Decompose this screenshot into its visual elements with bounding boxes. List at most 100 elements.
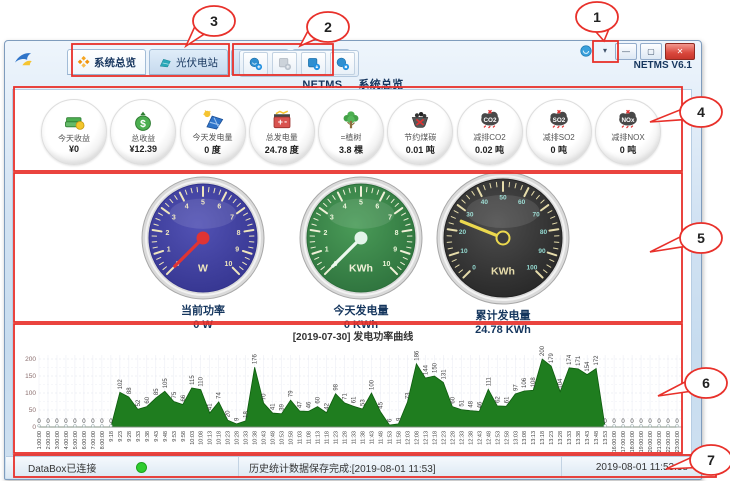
svg-text:0: 0 <box>100 419 104 425</box>
power-curve-chart: [2019-07-30] 发电功率曲线 0 50 100 150 200 0 1:00:00… <box>15 328 691 454</box>
close-button[interactable]: ✕ <box>665 43 695 60</box>
svg-text:11:43: 11:43 <box>369 431 375 444</box>
stat-coal-saved: 节约煤碳 0.01 吨 <box>387 99 454 165</box>
svg-text:0: 0 <box>82 419 86 425</box>
nox-cloud-icon: NOx <box>617 109 639 131</box>
svg-text:11:33: 11:33 <box>352 431 358 444</box>
svg-text:171: 171 <box>576 355 582 366</box>
svg-text:172: 172 <box>594 355 600 366</box>
stat-label: 减排CO2 <box>473 132 506 142</box>
stat-label: 总收益 <box>131 134 156 143</box>
svg-text:2:00:00: 2:00:00 <box>46 431 52 449</box>
status-clock: 2019-08-01 11:53:38 <box>595 462 688 473</box>
svg-text:13:13: 13:13 <box>531 431 537 445</box>
solar-panel-icon <box>202 109 224 131</box>
svg-text:9:48: 9:48 <box>163 431 169 442</box>
stat-value: 3.8 棵 <box>338 144 363 155</box>
svg-text:42: 42 <box>325 402 331 409</box>
stat-total-income: $ 总收益 ¥12.39 <box>110 99 177 165</box>
toolbar-disconnect-button[interactable] <box>330 52 355 75</box>
maximize-button[interactable]: ▢ <box>640 43 662 60</box>
svg-text:97: 97 <box>513 384 519 391</box>
svg-text:100: 100 <box>527 264 538 271</box>
current-power-gauge-dial: 012345678910W <box>141 176 265 300</box>
stat-value: 0 度 <box>204 144 221 155</box>
svg-text:0: 0 <box>37 419 41 425</box>
svg-text:9:28: 9:28 <box>127 431 133 442</box>
svg-text:10:03: 10:03 <box>190 431 196 445</box>
svg-text:0: 0 <box>91 419 95 425</box>
svg-text:0: 0 <box>55 419 59 425</box>
minimize-button[interactable]: — <box>615 43 637 60</box>
svg-text:0: 0 <box>630 419 634 425</box>
netms-tray-icon[interactable] <box>577 43 595 58</box>
svg-text:48: 48 <box>468 400 474 407</box>
svg-text:0: 0 <box>73 419 77 425</box>
svg-text:19:00:00: 19:00:00 <box>639 431 645 452</box>
svg-text:144: 144 <box>423 364 429 375</box>
svg-text:51: 51 <box>459 399 465 406</box>
svg-text:10:08: 10:08 <box>199 431 205 445</box>
svg-text:176: 176 <box>253 353 259 364</box>
svg-text:47: 47 <box>298 401 304 408</box>
tab-pv-station[interactable]: 光伏电站 <box>149 49 228 75</box>
svg-text:10:33: 10:33 <box>244 431 250 445</box>
toolbar-connect-button[interactable] <box>243 52 268 75</box>
svg-text:0: 0 <box>603 419 607 425</box>
svg-text:9:23: 9:23 <box>118 431 124 442</box>
connect-add-icon <box>248 56 263 71</box>
svg-text:3:00:00: 3:00:00 <box>55 431 61 449</box>
tab-system-overview[interactable]: 系统总览 <box>67 49 146 75</box>
today-energy-gauge-dial: 012345678910KWh <box>299 176 423 300</box>
svg-text:13:33: 13:33 <box>567 431 573 445</box>
svg-text:79: 79 <box>289 390 295 397</box>
svg-text:39: 39 <box>280 403 286 410</box>
svg-text:9: 9 <box>235 247 239 254</box>
cash-icon <box>63 110 85 132</box>
svg-text:13:03: 13:03 <box>513 431 519 445</box>
app-window: ▾ — ▢ ✕ NETMS V6.1 系统总览光伏电站数据设置 NETMS系统总… <box>4 40 702 480</box>
svg-text:13:18: 13:18 <box>540 431 546 445</box>
svg-text:61: 61 <box>352 396 358 403</box>
svg-text:+: + <box>277 116 282 126</box>
stat-co2-reduced: CO2 减排CO2 0.02 吨 <box>456 99 523 165</box>
svg-text:KWh: KWh <box>349 263 373 275</box>
svg-text:13:38: 13:38 <box>576 431 582 445</box>
battery-icon: + - <box>271 109 293 131</box>
svg-text:11:48: 11:48 <box>378 431 384 444</box>
svg-text:46: 46 <box>307 401 313 408</box>
toolbar-export-button[interactable] <box>301 52 326 75</box>
svg-text:9:33: 9:33 <box>136 431 142 442</box>
overview-icon <box>77 55 90 69</box>
callout-number: 7 <box>707 452 715 468</box>
tab-label: 系统总览 <box>94 56 136 69</box>
svg-text:12:43: 12:43 <box>477 431 483 445</box>
toolbar-save-button[interactable] <box>272 52 297 75</box>
svg-text:74: 74 <box>217 392 223 399</box>
stat-label: 节约煤碳 <box>404 132 437 142</box>
svg-text:6:00:00: 6:00:00 <box>82 431 88 449</box>
stat-today-income: 今天收益 ¥0 <box>41 99 107 165</box>
svg-text:111: 111 <box>486 376 492 386</box>
stat-label: 今天收益 <box>58 134 90 143</box>
svg-text:10: 10 <box>383 261 391 268</box>
svg-text:2: 2 <box>165 230 169 237</box>
svg-text:11:23: 11:23 <box>334 431 340 444</box>
svg-text:20:00:00: 20:00:00 <box>648 431 654 452</box>
chart-plot-area: 0 50 100 150 200 0 1:00:00 0 2:00:00 0 3:00:00 0 4:0… <box>15 341 691 458</box>
stat-value: 0 吨 <box>550 144 567 155</box>
window-menu-button[interactable]: ▾ <box>602 45 607 55</box>
svg-text:9:58: 9:58 <box>181 431 187 442</box>
svg-text:70: 70 <box>262 393 268 400</box>
svg-text:13:53: 13:53 <box>603 431 609 445</box>
svg-text:88: 88 <box>127 387 133 394</box>
svg-text:10: 10 <box>225 261 233 268</box>
svg-text:9:53: 9:53 <box>172 431 178 442</box>
svg-text:100: 100 <box>25 390 36 397</box>
svg-text:11:03: 11:03 <box>298 431 304 444</box>
stat-today-energy: 今天发电量 0 度 <box>179 99 246 165</box>
svg-text:2: 2 <box>323 230 327 237</box>
svg-text:8: 8 <box>237 230 241 237</box>
